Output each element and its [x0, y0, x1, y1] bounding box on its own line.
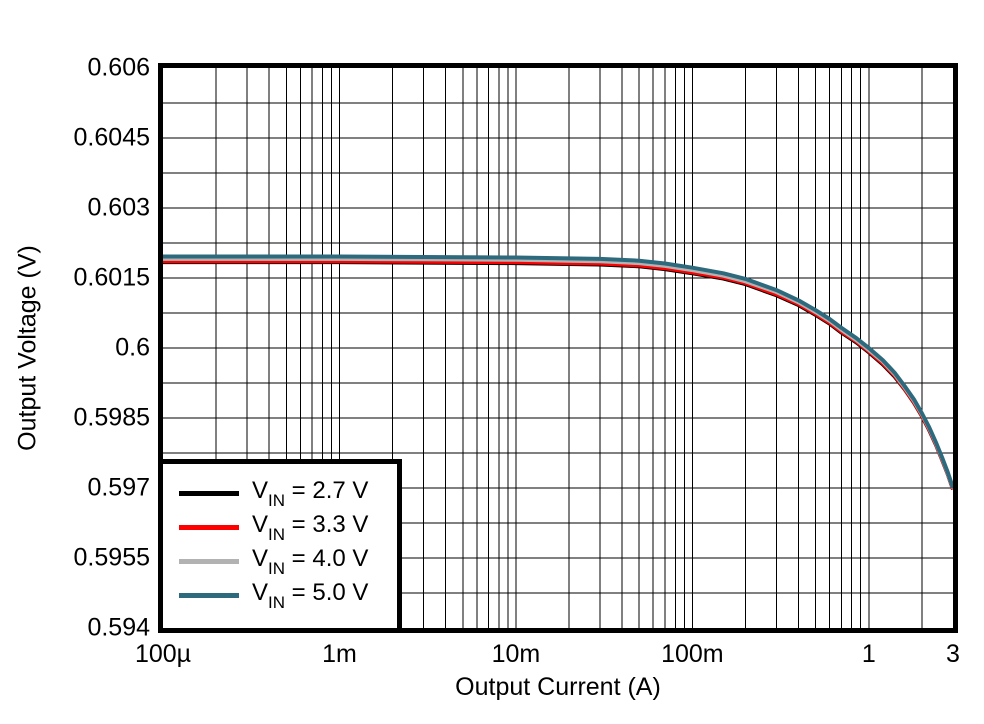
series-line-2 — [163, 259, 953, 491]
legend-item-3: VIN = 4.0 V — [179, 544, 397, 578]
y-tick-label: 0.6015 — [73, 263, 150, 292]
y-axis-title: Output Voltage (V) — [13, 245, 42, 451]
legend-label: VIN = 2.7 V — [252, 477, 369, 510]
y-tick-label: 0.6045 — [73, 123, 150, 152]
y-tick-label: 0.5955 — [73, 543, 150, 572]
plot-grid-and-series — [163, 68, 953, 628]
y-tick-label: 0.5985 — [73, 403, 150, 432]
series-line-1 — [163, 260, 953, 491]
y-tick-label: 0.603 — [87, 193, 150, 222]
legend-label: VIN = 4.0 V — [252, 545, 369, 578]
y-tick-label: 0.6 — [115, 333, 150, 362]
legend-swatch — [179, 490, 239, 496]
x-tick-label: 3 — [946, 640, 960, 668]
series-line-4 — [163, 254, 953, 489]
x-tick-label: 100m — [661, 640, 724, 668]
legend-item-4: VIN = 5.0 V — [179, 578, 397, 612]
legend-swatch — [179, 592, 239, 598]
legend-item-1: VIN = 2.7 V — [179, 476, 397, 510]
legend-label: VIN = 5.0 V — [252, 579, 369, 612]
x-tick-label: 1 — [861, 640, 876, 668]
x-axis-title: Output Current (A) — [455, 673, 661, 701]
series-line-3 — [163, 256, 953, 490]
x-tick-label: 1m — [322, 640, 357, 668]
plot-area: VIN = 2.7 V VIN = 3.3 V VIN = 4.0 V VIN = 5… — [158, 63, 958, 633]
x-tick-label: 100µ — [134, 640, 192, 668]
y-tick-label: 0.606 — [87, 53, 150, 82]
legend-label: VIN = 3.3 V — [252, 511, 369, 544]
legend-item-2: VIN = 3.3 V — [179, 510, 397, 544]
y-tick-label: 0.597 — [87, 473, 150, 502]
y-tick-label: 0.594 — [87, 613, 150, 642]
x-tick-label: 10m — [491, 640, 541, 668]
legend-swatch — [179, 524, 239, 530]
legend-swatch — [179, 558, 239, 564]
legend: VIN = 2.7 V VIN = 3.3 V VIN = 4.0 V VIN = 5… — [158, 459, 402, 633]
